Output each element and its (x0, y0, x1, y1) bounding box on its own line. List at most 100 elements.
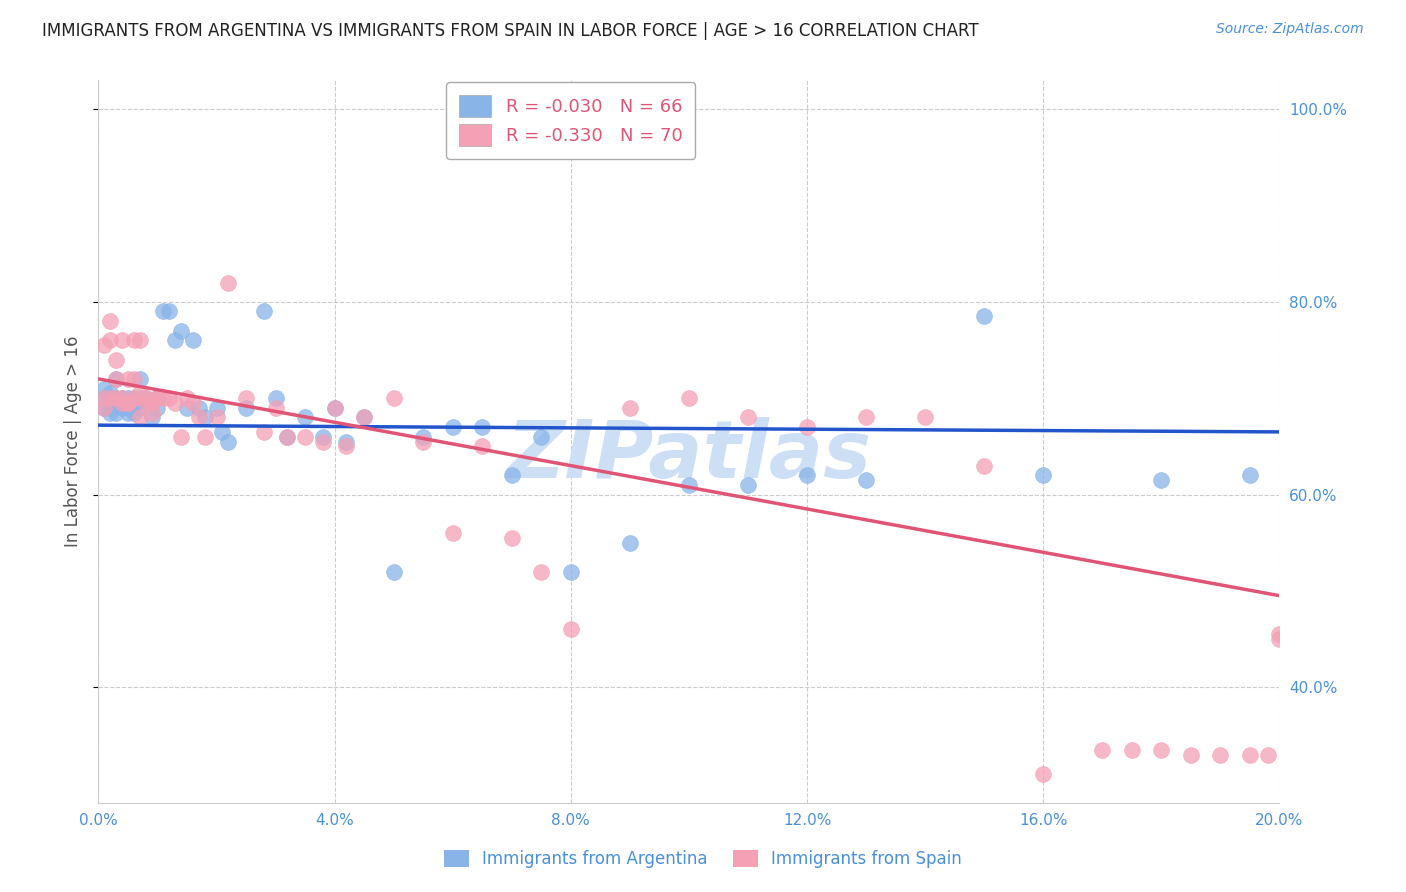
Point (323, 401, 346, 415)
Point (105, 396, 128, 410)
Point (176, 401, 198, 415)
Point (93, 338, 115, 352)
Point (117, 396, 139, 410)
Point (117, 396, 139, 410)
Text: IMMIGRANTS FROM ARGENTINA VS IMMIGRANTS FROM SPAIN IN LABOR FORCE | AGE > 16 COR: IMMIGRANTS FROM ARGENTINA VS IMMIGRANTS … (42, 22, 979, 40)
Point (146, 391, 169, 405)
Point (678, 391, 700, 405)
Point (530, 565, 553, 579)
Point (111, 334, 134, 348)
Point (93, 382, 115, 396)
Point (276, 430, 298, 444)
Point (264, 401, 287, 415)
Point (276, 430, 298, 444)
Point (170, 324, 193, 338)
Point (1150, 743, 1173, 757)
Point (973, 458, 995, 473)
Point (105, 352, 128, 367)
Point (122, 396, 145, 410)
Point (93, 391, 115, 405)
Point (335, 434, 357, 449)
Point (152, 391, 174, 405)
Point (111, 396, 134, 410)
Point (187, 401, 209, 415)
Point (235, 401, 257, 415)
Point (105, 372, 128, 386)
Point (323, 401, 346, 415)
Point (187, 410, 209, 425)
Point (128, 372, 150, 386)
Point (412, 434, 434, 449)
Point (796, 468, 818, 483)
Point (1268, 627, 1291, 641)
Point (141, 410, 163, 425)
Point (294, 430, 316, 444)
Point (98, 391, 121, 405)
Point (105, 391, 128, 405)
Point (335, 439, 357, 453)
Point (98, 334, 121, 348)
Legend: R = -0.030   N = 66, R = -0.330   N = 70: R = -0.030 N = 66, R = -0.330 N = 70 (446, 82, 696, 159)
Point (128, 391, 150, 405)
Point (170, 430, 193, 444)
Point (973, 310, 995, 324)
Point (105, 406, 128, 420)
Point (1257, 747, 1279, 762)
Point (471, 420, 494, 434)
Point (560, 623, 582, 637)
Point (135, 396, 157, 410)
Point (441, 526, 464, 541)
Point (253, 425, 276, 439)
Point (441, 420, 464, 434)
Point (181, 334, 204, 348)
Point (117, 406, 139, 420)
Point (135, 391, 157, 405)
Point (122, 391, 145, 405)
Point (217, 276, 239, 290)
Point (98, 406, 121, 420)
Point (382, 391, 405, 405)
Point (128, 386, 150, 401)
Point (111, 401, 134, 415)
Point (205, 401, 228, 415)
Point (530, 430, 553, 444)
Point (98, 391, 121, 405)
Point (135, 396, 157, 410)
Point (135, 391, 157, 405)
Point (194, 430, 217, 444)
Point (382, 565, 405, 579)
Point (98, 386, 121, 401)
Point (1209, 747, 1232, 762)
Point (471, 439, 494, 453)
Point (264, 391, 287, 405)
Point (217, 434, 239, 449)
Point (105, 391, 128, 405)
Point (737, 410, 759, 425)
Point (141, 396, 163, 410)
Point (165, 334, 187, 348)
Point (194, 410, 217, 425)
Point (312, 430, 335, 444)
Point (619, 401, 641, 415)
Point (1268, 632, 1291, 646)
Point (98, 314, 121, 328)
Point (678, 478, 700, 492)
Point (353, 410, 375, 425)
Point (619, 535, 641, 549)
Point (146, 401, 169, 415)
Point (353, 410, 375, 425)
Point (128, 410, 150, 425)
Point (122, 406, 145, 420)
Point (105, 372, 128, 386)
Point (93, 391, 115, 405)
Point (412, 430, 434, 444)
Point (205, 410, 228, 425)
Point (157, 304, 180, 318)
Point (141, 396, 163, 410)
Point (1091, 743, 1114, 757)
Point (111, 391, 134, 405)
Point (855, 410, 877, 425)
Point (157, 391, 180, 405)
Text: ZIPatlas: ZIPatlas (506, 417, 872, 495)
Point (253, 304, 276, 318)
